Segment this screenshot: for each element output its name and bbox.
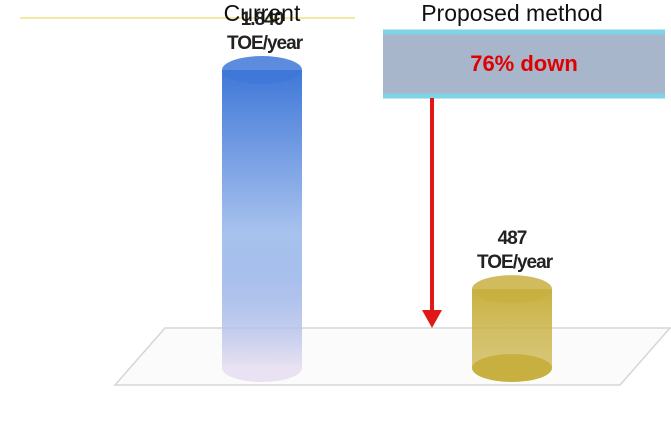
bar-top: [472, 275, 552, 304]
category-label: Proposed method: [421, 0, 603, 26]
annotation-box: [383, 32, 665, 96]
category-label: Current: [223, 0, 301, 26]
arrow-head: [422, 310, 442, 328]
bar: [222, 70, 302, 368]
floor: [113, 327, 671, 386]
value-label: 1.840 TOE/year: [227, 9, 303, 54]
bar-top: [222, 56, 302, 84]
annotation: 76% down: [470, 51, 578, 76]
value-label: 487 TOE/year: [477, 228, 553, 274]
